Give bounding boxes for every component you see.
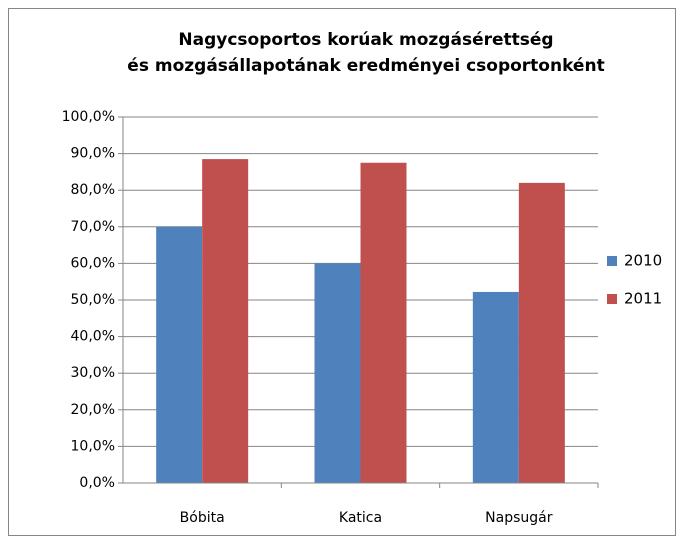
y-tick-label: 70,0% bbox=[71, 219, 115, 235]
y-tick-label: 100,0% bbox=[62, 109, 115, 125]
chart-title: és mozgásállapotának eredményei csoporto… bbox=[127, 56, 604, 76]
bar bbox=[472, 291, 519, 483]
bar bbox=[314, 263, 361, 483]
y-tick-label: 60,0% bbox=[71, 255, 115, 271]
x-tick-label: Bóbita bbox=[180, 510, 225, 526]
x-tick-label: Katica bbox=[339, 510, 382, 526]
y-tick-label: 0,0% bbox=[79, 475, 115, 491]
y-tick-label: 90,0% bbox=[71, 146, 115, 162]
y-tick-label: 30,0% bbox=[71, 365, 115, 381]
y-tick-label: 50,0% bbox=[71, 292, 115, 308]
bar bbox=[202, 159, 249, 483]
legend-label: 2010 bbox=[624, 252, 662, 270]
y-tick-label: 10,0% bbox=[71, 438, 115, 454]
x-tick-label: Napsugár bbox=[485, 510, 553, 526]
legend-label: 2011 bbox=[624, 290, 662, 308]
legend-swatch bbox=[607, 256, 617, 266]
bar bbox=[518, 182, 565, 483]
y-tick-label: 40,0% bbox=[71, 329, 115, 345]
bar bbox=[156, 226, 203, 484]
y-tick-label: 80,0% bbox=[71, 182, 115, 198]
legend-swatch bbox=[607, 294, 617, 304]
bar bbox=[360, 162, 407, 483]
chart-title: Nagycsoportos korúak mozgásérettség bbox=[178, 30, 553, 50]
y-tick-label: 20,0% bbox=[71, 402, 115, 418]
